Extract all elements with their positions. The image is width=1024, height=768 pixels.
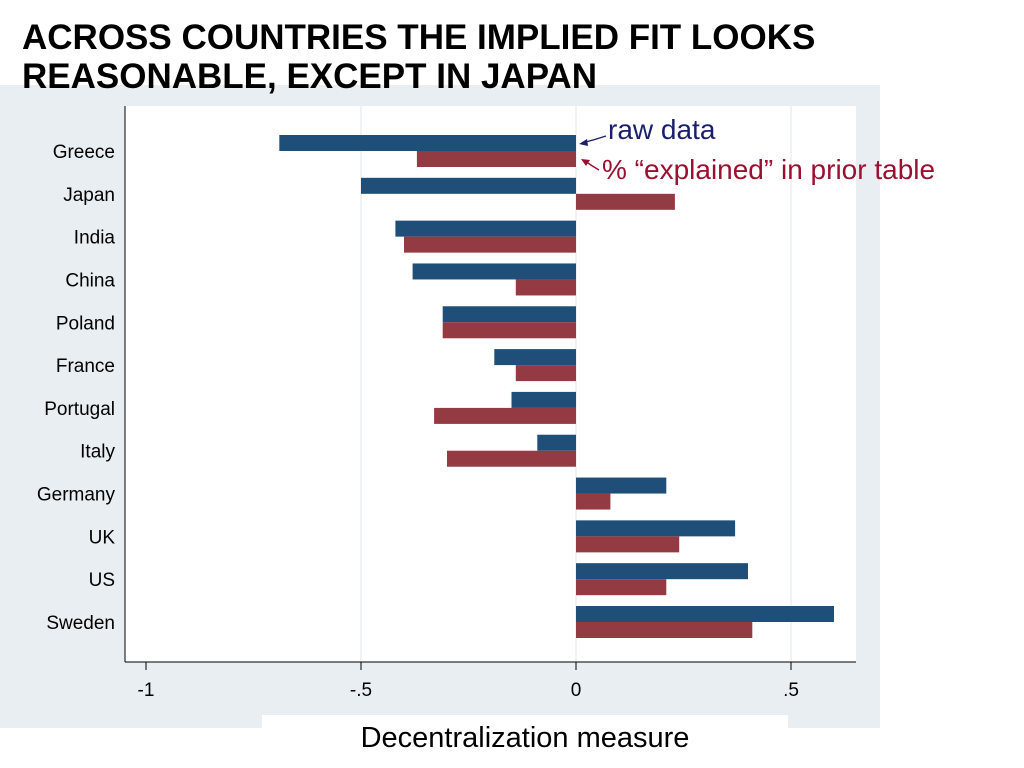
category-label-us: US xyxy=(89,570,115,591)
bar-explained-us xyxy=(576,579,667,596)
x-axis-label: Decentralization measure xyxy=(361,722,690,754)
x-tick-label: 0 xyxy=(571,680,582,701)
xlabel-background xyxy=(262,715,788,768)
raw-data-annotation: raw data xyxy=(608,114,716,145)
bar-raw-italy xyxy=(537,434,576,451)
category-label-sweden: Sweden xyxy=(46,613,115,634)
bars xyxy=(279,135,834,638)
bar-raw-germany xyxy=(576,477,667,494)
category-label-japan: Japan xyxy=(63,185,115,206)
x-tick-label: .5 xyxy=(783,680,799,701)
explained-arrowhead xyxy=(581,159,590,166)
bar-explained-greece xyxy=(416,151,576,167)
bar-raw-india xyxy=(395,220,576,237)
category-label-italy: Italy xyxy=(80,442,115,463)
category-labels: Greece Japan India China Poland France Portuga… xyxy=(37,142,116,634)
bar-raw-uk xyxy=(576,520,736,537)
bar-raw-portugal xyxy=(511,391,576,408)
bar-explained-poland xyxy=(442,322,576,339)
bar-explained-china xyxy=(515,279,576,296)
category-label-india: India xyxy=(74,228,116,249)
category-label-uk: UK xyxy=(89,527,116,548)
bar-raw-greece xyxy=(279,135,576,151)
bar-raw-us xyxy=(576,563,748,580)
bar-explained-india xyxy=(404,236,576,253)
category-label-germany: Germany xyxy=(37,485,116,506)
bar-raw-sweden xyxy=(576,606,834,622)
bar-explained-japan xyxy=(576,193,675,210)
category-label-france: France xyxy=(56,356,115,377)
bar-raw-france xyxy=(494,349,576,366)
bar-explained-uk xyxy=(576,536,680,553)
bar-explained-sweden xyxy=(576,622,753,638)
slide-title-line2: REASONABLE, EXCEPT IN JAPAN xyxy=(22,57,597,96)
bar-raw-china xyxy=(412,263,576,280)
bar-raw-poland xyxy=(442,306,576,323)
slide-title-line1: ACROSS COUNTRIES THE IMPLIED FIT LOOKS xyxy=(22,18,816,57)
raw-data-arrowhead xyxy=(579,139,588,146)
slide-title: ACROSS COUNTRIES THE IMPLIED FIT LOOKS R… xyxy=(22,18,1002,96)
category-label-portugal: Portugal xyxy=(44,399,115,420)
bar-explained-italy xyxy=(447,450,576,467)
category-label-poland: Poland xyxy=(56,313,115,334)
explained-annotation: % “explained” in prior table xyxy=(602,154,936,185)
x-tick-label: -1 xyxy=(138,680,155,701)
x-ticks: -1 -.5 0 .5 xyxy=(138,662,799,701)
annotation-arrows xyxy=(579,135,607,171)
bar-explained-portugal xyxy=(434,407,576,424)
category-label-greece: Greece xyxy=(53,142,115,163)
category-label-china: China xyxy=(65,270,115,291)
bar-raw-japan xyxy=(361,177,576,194)
bar-explained-france xyxy=(515,365,576,382)
bar-explained-germany xyxy=(576,493,611,510)
x-tick-label: -.5 xyxy=(350,680,372,701)
